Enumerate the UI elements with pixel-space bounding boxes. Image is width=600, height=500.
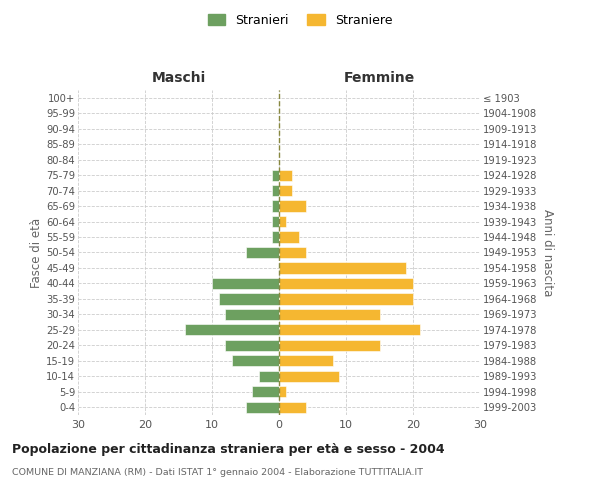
Bar — [272, 232, 279, 242]
Bar — [218, 294, 279, 304]
Y-axis label: Anni di nascita: Anni di nascita — [541, 209, 554, 296]
Legend: Stranieri, Straniere: Stranieri, Straniere — [203, 8, 397, 32]
Bar — [252, 386, 279, 398]
Bar — [279, 402, 306, 413]
Bar — [279, 370, 340, 382]
Bar — [279, 185, 292, 196]
Text: Popolazione per cittadinanza straniera per età e sesso - 2004: Popolazione per cittadinanza straniera p… — [12, 442, 445, 456]
Bar — [245, 402, 279, 413]
Bar — [226, 309, 279, 320]
Bar — [279, 356, 332, 366]
Bar — [279, 216, 286, 227]
Bar — [279, 324, 420, 336]
Bar — [279, 262, 406, 274]
Bar — [279, 170, 292, 180]
Bar — [232, 356, 279, 366]
Bar — [279, 340, 380, 351]
Bar — [272, 200, 279, 211]
Bar — [279, 386, 286, 398]
Bar — [185, 324, 279, 336]
Bar — [279, 200, 306, 211]
Bar — [245, 247, 279, 258]
Bar — [272, 216, 279, 227]
Text: COMUNE DI MANZIANA (RM) - Dati ISTAT 1° gennaio 2004 - Elaborazione TUTTITALIA.I: COMUNE DI MANZIANA (RM) - Dati ISTAT 1° … — [12, 468, 423, 477]
Bar — [226, 340, 279, 351]
Y-axis label: Fasce di età: Fasce di età — [31, 218, 43, 288]
Text: Maschi: Maschi — [151, 71, 206, 85]
Bar — [272, 185, 279, 196]
Bar — [212, 278, 279, 289]
Bar — [279, 294, 413, 304]
Bar — [279, 232, 299, 242]
Bar — [279, 278, 413, 289]
Bar — [279, 247, 306, 258]
Text: Femmine: Femmine — [344, 71, 415, 85]
Bar — [259, 370, 279, 382]
Bar — [279, 309, 380, 320]
Bar — [272, 170, 279, 180]
